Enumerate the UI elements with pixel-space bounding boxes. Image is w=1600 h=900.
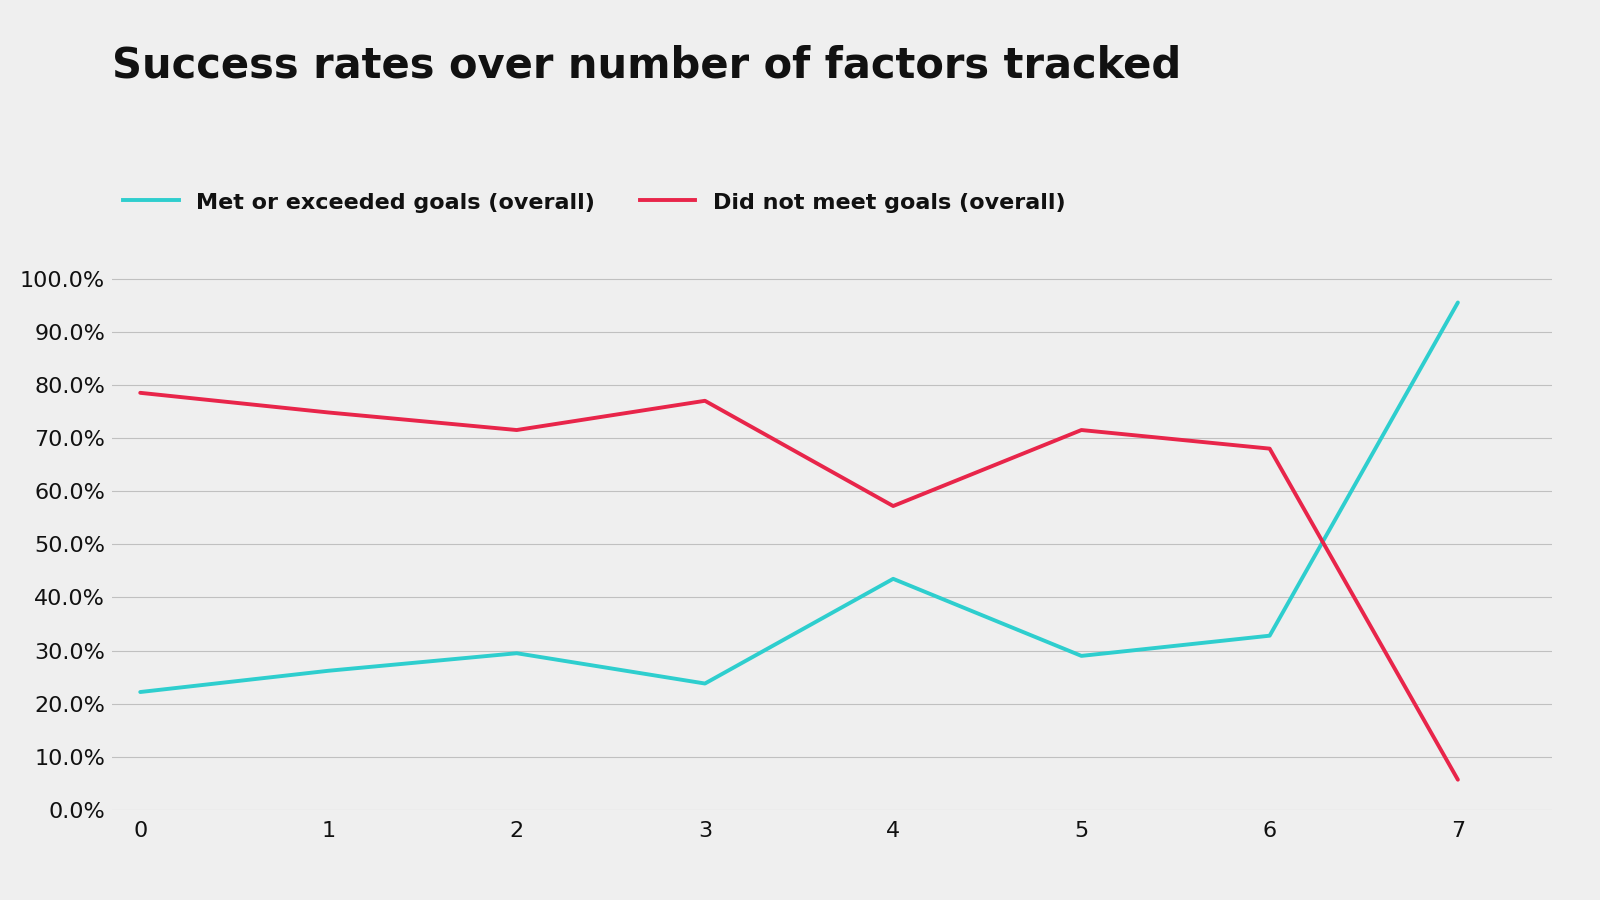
Met or exceeded goals (overall) (507, 648, 526, 659)
Met or exceeded goals (overall) (131, 687, 150, 698)
Did not meet goals (overall) (696, 395, 715, 406)
Line: Met or exceeded goals (overall): Met or exceeded goals (overall) (141, 302, 1458, 692)
Did not meet goals (overall) (883, 500, 902, 511)
Legend: Met or exceeded goals (overall), Did not meet goals (overall): Met or exceeded goals (overall), Did not… (123, 191, 1066, 212)
Met or exceeded goals (overall) (1072, 651, 1091, 661)
Text: Success rates over number of factors tracked: Success rates over number of factors tra… (112, 45, 1181, 87)
Did not meet goals (overall) (131, 387, 150, 398)
Did not meet goals (overall) (507, 425, 526, 436)
Did not meet goals (overall) (1448, 774, 1467, 785)
Met or exceeded goals (overall) (1261, 630, 1280, 641)
Line: Did not meet goals (overall): Did not meet goals (overall) (141, 392, 1458, 779)
Did not meet goals (overall) (1072, 425, 1091, 436)
Met or exceeded goals (overall) (883, 573, 902, 584)
Met or exceeded goals (overall) (318, 665, 338, 676)
Did not meet goals (overall) (318, 407, 338, 418)
Did not meet goals (overall) (1261, 443, 1280, 454)
Met or exceeded goals (overall) (1448, 297, 1467, 308)
Met or exceeded goals (overall) (696, 678, 715, 688)
